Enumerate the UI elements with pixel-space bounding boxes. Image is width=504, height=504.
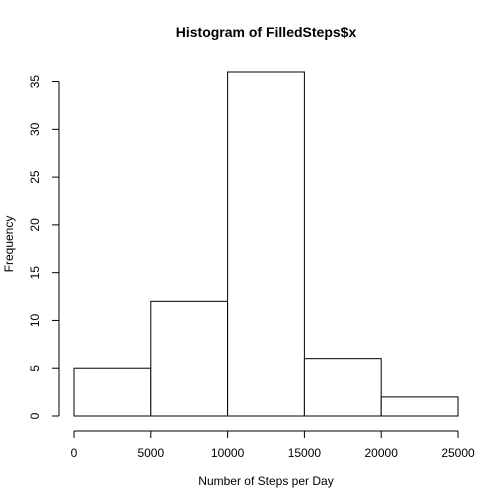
x-tick-label-20000: 20000 [365,446,399,460]
y-tick-label-20: 20 [28,218,42,232]
x-tick-label-15000: 15000 [288,446,322,460]
y-tick-label-15: 15 [28,266,42,280]
bars-group [73,71,459,417]
y-axis: 0 5 10 15 20 25 30 35 [28,75,60,419]
y-tick-label-5: 5 [28,365,42,372]
y-tick-label-35: 35 [28,75,42,89]
y-tick-label-10: 10 [28,313,42,327]
x-tick-label-5000: 5000 [137,446,164,460]
x-tick-label-25000: 25000 [441,446,475,460]
chart-title: Histogram of FilledSteps$x [176,24,357,40]
bar-10000-15000 [227,71,305,417]
x-axis: 0 5000 10000 15000 20000 25000 [71,430,475,460]
bar-15000-20000 [303,358,382,417]
bar-5000-10000 [150,300,229,417]
bar-20000-25000 [380,396,459,417]
y-tick-label-25: 25 [28,170,42,184]
y-tick-label-0: 0 [28,412,42,419]
x-tick-label-0: 0 [71,446,78,460]
x-tick-label-10000: 10000 [211,446,245,460]
x-axis-label: Number of Steps per Day [198,474,333,488]
y-tick-label-30: 30 [28,122,42,136]
y-axis-label: Frequency [2,216,16,273]
bar-0-5000 [73,367,152,417]
